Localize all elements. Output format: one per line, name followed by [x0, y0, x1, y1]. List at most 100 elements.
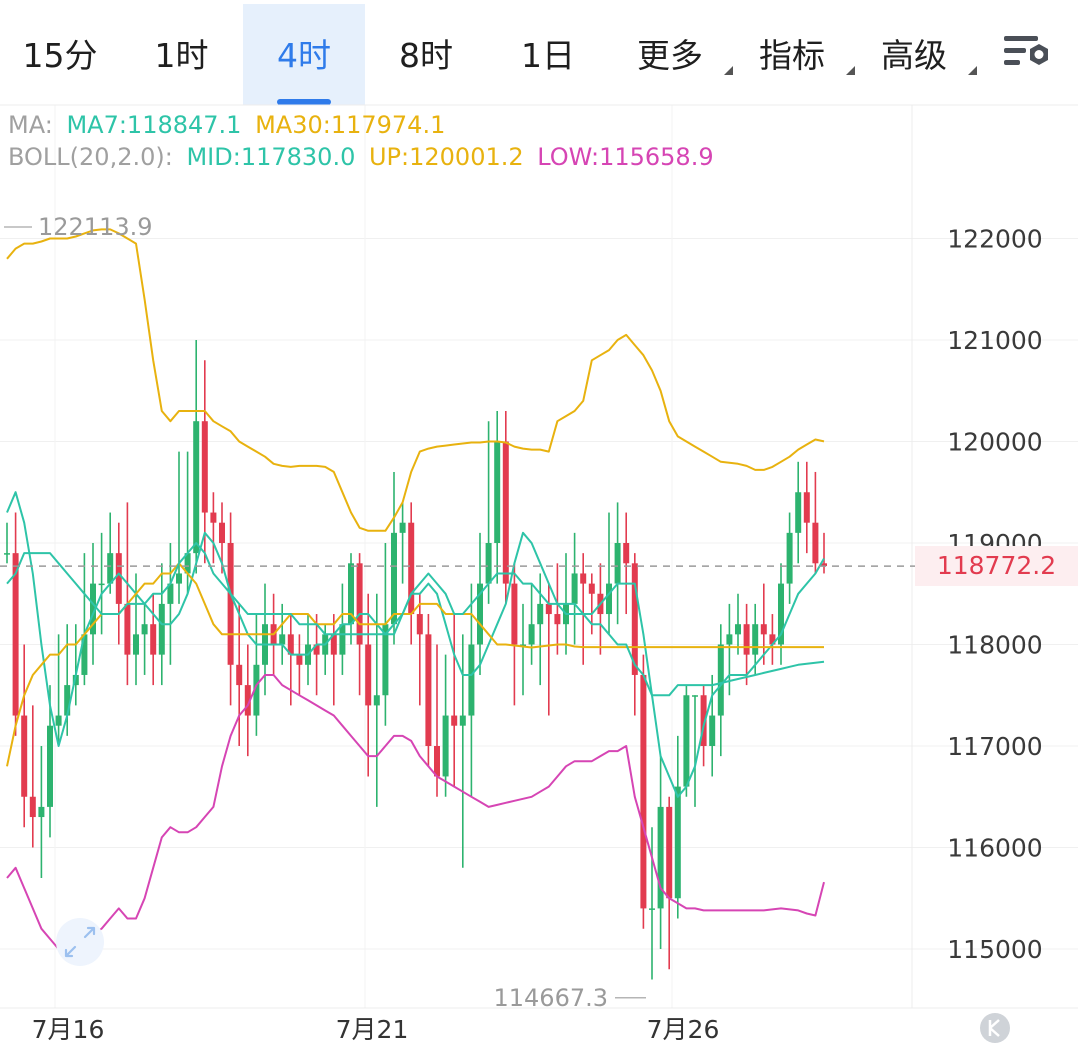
candle-body [588, 583, 595, 594]
candle-body [382, 624, 389, 696]
tab-8[interactable]: 高级 [853, 4, 977, 105]
candle-body [520, 644, 526, 646]
candle-body [666, 806, 673, 899]
candle-body [537, 603, 544, 625]
candle-body [210, 512, 217, 523]
candle-body [98, 583, 105, 586]
candle-body [494, 441, 501, 543]
candle-body [700, 695, 707, 746]
candle-body [760, 624, 767, 635]
candle-body [399, 522, 406, 533]
candle-body [330, 634, 337, 655]
tab-1[interactable]: 15分 [0, 4, 120, 105]
candle-body [683, 695, 690, 787]
candle-body [571, 573, 578, 604]
candle-body [365, 644, 372, 706]
candle-body [511, 583, 518, 645]
y-tick-label: 120000 [947, 428, 1042, 457]
boll-up-legend-value: UP:120001.2 [368, 143, 524, 171]
tab-label: 4时 [277, 36, 331, 75]
series-line-ma7 [6, 491, 825, 798]
chart-settings-icon[interactable] [1000, 30, 1058, 78]
tab-4[interactable]: 8时 [365, 4, 487, 105]
dropdown-triangle-icon [724, 66, 733, 75]
candle-body [477, 583, 483, 645]
candle-body [803, 492, 810, 523]
candle-body [726, 634, 733, 645]
ma30-legend-value: MA30:117974.1 [255, 111, 446, 139]
ma7-legend-value: MA7:118847.1 [66, 111, 242, 139]
tab-label: 15分 [22, 36, 98, 75]
candle-body [55, 715, 62, 726]
candle-body [614, 543, 621, 584]
boll-mid-legend-value: MID:117830.0 [186, 143, 356, 171]
series-line-up [6, 228, 825, 532]
candle-body [150, 624, 157, 655]
candle-body [657, 806, 664, 909]
candle-body [545, 603, 552, 615]
candle-body [786, 532, 793, 584]
candle-body [554, 614, 561, 625]
candle-body [167, 583, 174, 604]
candle-body [313, 644, 320, 655]
tab-5[interactable]: 1日 [487, 4, 609, 105]
y-tick-label: 115000 [947, 935, 1042, 964]
candle-body [141, 624, 148, 635]
candle-body [743, 624, 750, 655]
tab-label: 8时 [399, 36, 453, 75]
candle-body [795, 492, 802, 533]
candle-body [193, 421, 200, 554]
candle-body [391, 532, 397, 625]
candles [4, 340, 827, 980]
max-price-label: 122113.9 [38, 213, 153, 241]
candle-body [253, 664, 260, 716]
current-price-label: 118772.2 [915, 546, 1078, 587]
ma-legend: MA: MA7:118847.1 MA30:117974.1 [8, 111, 451, 139]
candle-body [606, 583, 612, 615]
candle-body [468, 644, 475, 716]
candle-body [408, 522, 415, 615]
candle-body [717, 644, 724, 716]
candle-body [631, 563, 638, 675]
y-tick-label: 116000 [947, 834, 1042, 863]
candle-body [244, 685, 251, 716]
candle-body [176, 573, 182, 584]
candle-body [47, 725, 53, 807]
y-tick-label: 121000 [947, 326, 1042, 355]
candle-body [29, 796, 36, 818]
candle-body [124, 603, 131, 655]
series-line-ma30 [6, 562, 824, 767]
candle-body [812, 522, 819, 564]
candle-body [425, 634, 432, 746]
candle-body [279, 634, 286, 645]
candle-body [64, 685, 71, 716]
candle-body [348, 563, 354, 625]
active-tab-underline [277, 99, 331, 105]
candle-body [287, 634, 294, 655]
candle-body [416, 614, 423, 635]
y-tick-label: 117000 [947, 732, 1042, 761]
dropdown-triangle-icon [846, 66, 855, 75]
candle-body [692, 695, 698, 697]
candle-body [674, 786, 681, 899]
tab-7[interactable]: 指标 [731, 4, 855, 105]
candle-body [339, 624, 346, 655]
candle-body [12, 553, 19, 716]
candle-body [623, 543, 630, 564]
settings-bar-1 [1004, 36, 1038, 41]
candle-body [451, 715, 458, 726]
candle-body [158, 603, 165, 655]
tab-3[interactable]: 4时 [243, 4, 365, 105]
tab-6[interactable]: 更多 [609, 4, 733, 105]
x-tick-label: 7月21 [336, 1015, 409, 1043]
boll-low-legend-value: LOW:115658.9 [537, 143, 714, 171]
tab-2[interactable]: 1时 [120, 4, 243, 105]
candle-body [528, 624, 535, 645]
candle-body [115, 553, 122, 604]
candle-body [640, 674, 647, 909]
settings-bar-3 [1004, 60, 1020, 65]
candle-body [219, 522, 225, 543]
candle-body [735, 624, 741, 635]
expand-icon[interactable] [56, 918, 104, 966]
